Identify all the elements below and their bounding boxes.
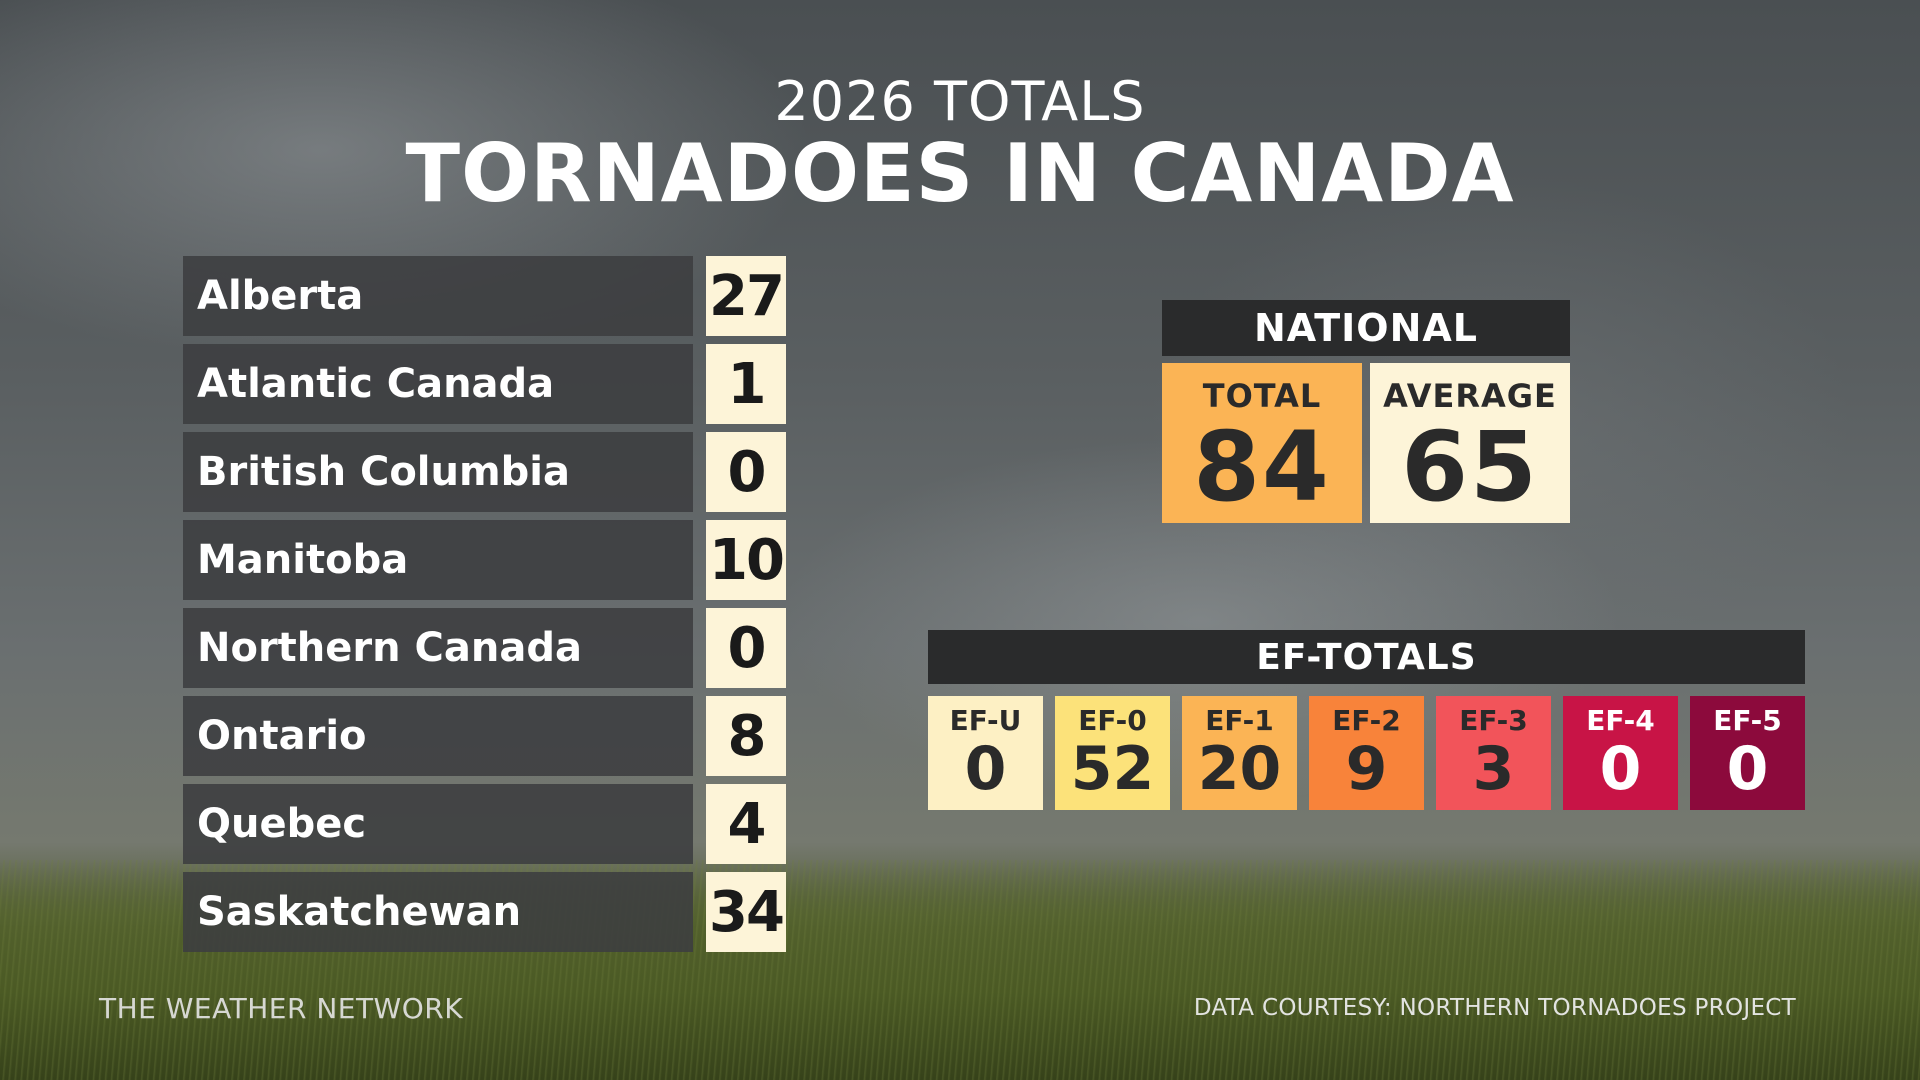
ef-box: EF-5 0: [1690, 696, 1805, 810]
ef-label: EF-1: [1205, 704, 1274, 737]
national-panel: NATIONAL TOTAL 84 AVERAGE 65: [1162, 300, 1570, 523]
ef-box: EF-1 20: [1182, 696, 1297, 810]
national-average-value: 65: [1401, 411, 1539, 523]
national-total-value: 84: [1193, 411, 1331, 523]
region-count: 8: [706, 696, 786, 776]
region-row: British Columbia 0: [183, 432, 787, 512]
ef-value: 9: [1345, 734, 1388, 804]
ef-label: EF-5: [1713, 704, 1782, 737]
ef-label: EF-3: [1459, 704, 1528, 737]
header: 2026 TOTALS TORNADOES IN CANADA: [0, 72, 1920, 216]
ef-label: EF-2: [1332, 704, 1401, 737]
region-count: 27: [706, 256, 786, 336]
ef-value: 3: [1472, 734, 1515, 804]
region-name: British Columbia: [183, 432, 693, 512]
region-name: Atlantic Canada: [183, 344, 693, 424]
regions-table: Alberta 27 Atlantic Canada 1 British Col…: [183, 256, 787, 960]
ef-box: EF-U 0: [928, 696, 1043, 810]
region-row: Manitoba 10: [183, 520, 787, 600]
region-row: Alberta 27: [183, 256, 787, 336]
national-average-label: AVERAGE: [1383, 377, 1557, 415]
national-total-box: TOTAL 84: [1162, 363, 1362, 523]
region-count: 0: [706, 432, 786, 512]
national-boxes: TOTAL 84 AVERAGE 65: [1162, 363, 1570, 523]
region-count: 1: [706, 344, 786, 424]
region-name: Quebec: [183, 784, 693, 864]
page-title: TORNADOES IN CANADA: [405, 127, 1515, 220]
region-name: Saskatchewan: [183, 872, 693, 952]
region-name: Northern Canada: [183, 608, 693, 688]
ef-label: EF-0: [1078, 704, 1147, 737]
region-row: Quebec 4: [183, 784, 787, 864]
ef-box: EF-3 3: [1436, 696, 1551, 810]
ef-value: 52: [1070, 734, 1155, 804]
ef-label: EF-U: [949, 704, 1022, 737]
region-count: 0: [706, 608, 786, 688]
ef-value: 0: [1599, 734, 1642, 804]
region-row: Saskatchewan 34: [183, 872, 787, 952]
region-name: Manitoba: [183, 520, 693, 600]
region-name: Alberta: [183, 256, 693, 336]
ef-totals-panel: EF-TOTALS EF-U 0 EF-0 52 EF-1 20 EF-2 9 …: [928, 630, 1805, 810]
national-total-label: TOTAL: [1202, 377, 1322, 415]
ef-value: 20: [1197, 734, 1282, 804]
ef-box: EF-0 52: [1055, 696, 1170, 810]
ef-box: EF-2 9: [1309, 696, 1424, 810]
ef-value: 0: [1726, 734, 1769, 804]
ef-box: EF-4 0: [1563, 696, 1678, 810]
region-row: Ontario 8: [183, 696, 787, 776]
data-credit: DATA COURTESY: NORTHERN TORNADOES PROJEC…: [1193, 995, 1796, 1021]
region-row: Northern Canada 0: [183, 608, 787, 688]
ef-totals-header: EF-TOTALS: [928, 630, 1805, 684]
ef-value: 0: [964, 734, 1007, 804]
network-credit: THE WEATHER NETWORK: [99, 992, 464, 1025]
ef-boxes: EF-U 0 EF-0 52 EF-1 20 EF-2 9 EF-3 3 EF-…: [928, 696, 1805, 810]
region-count: 4: [706, 784, 786, 864]
region-row: Atlantic Canada 1: [183, 344, 787, 424]
subtitle: 2026 TOTALS: [774, 70, 1146, 133]
region-count: 34: [706, 872, 786, 952]
region-count: 10: [706, 520, 786, 600]
ef-label: EF-4: [1586, 704, 1655, 737]
region-name: Ontario: [183, 696, 693, 776]
national-header: NATIONAL: [1162, 300, 1570, 356]
national-average-box: AVERAGE 65: [1370, 363, 1570, 523]
